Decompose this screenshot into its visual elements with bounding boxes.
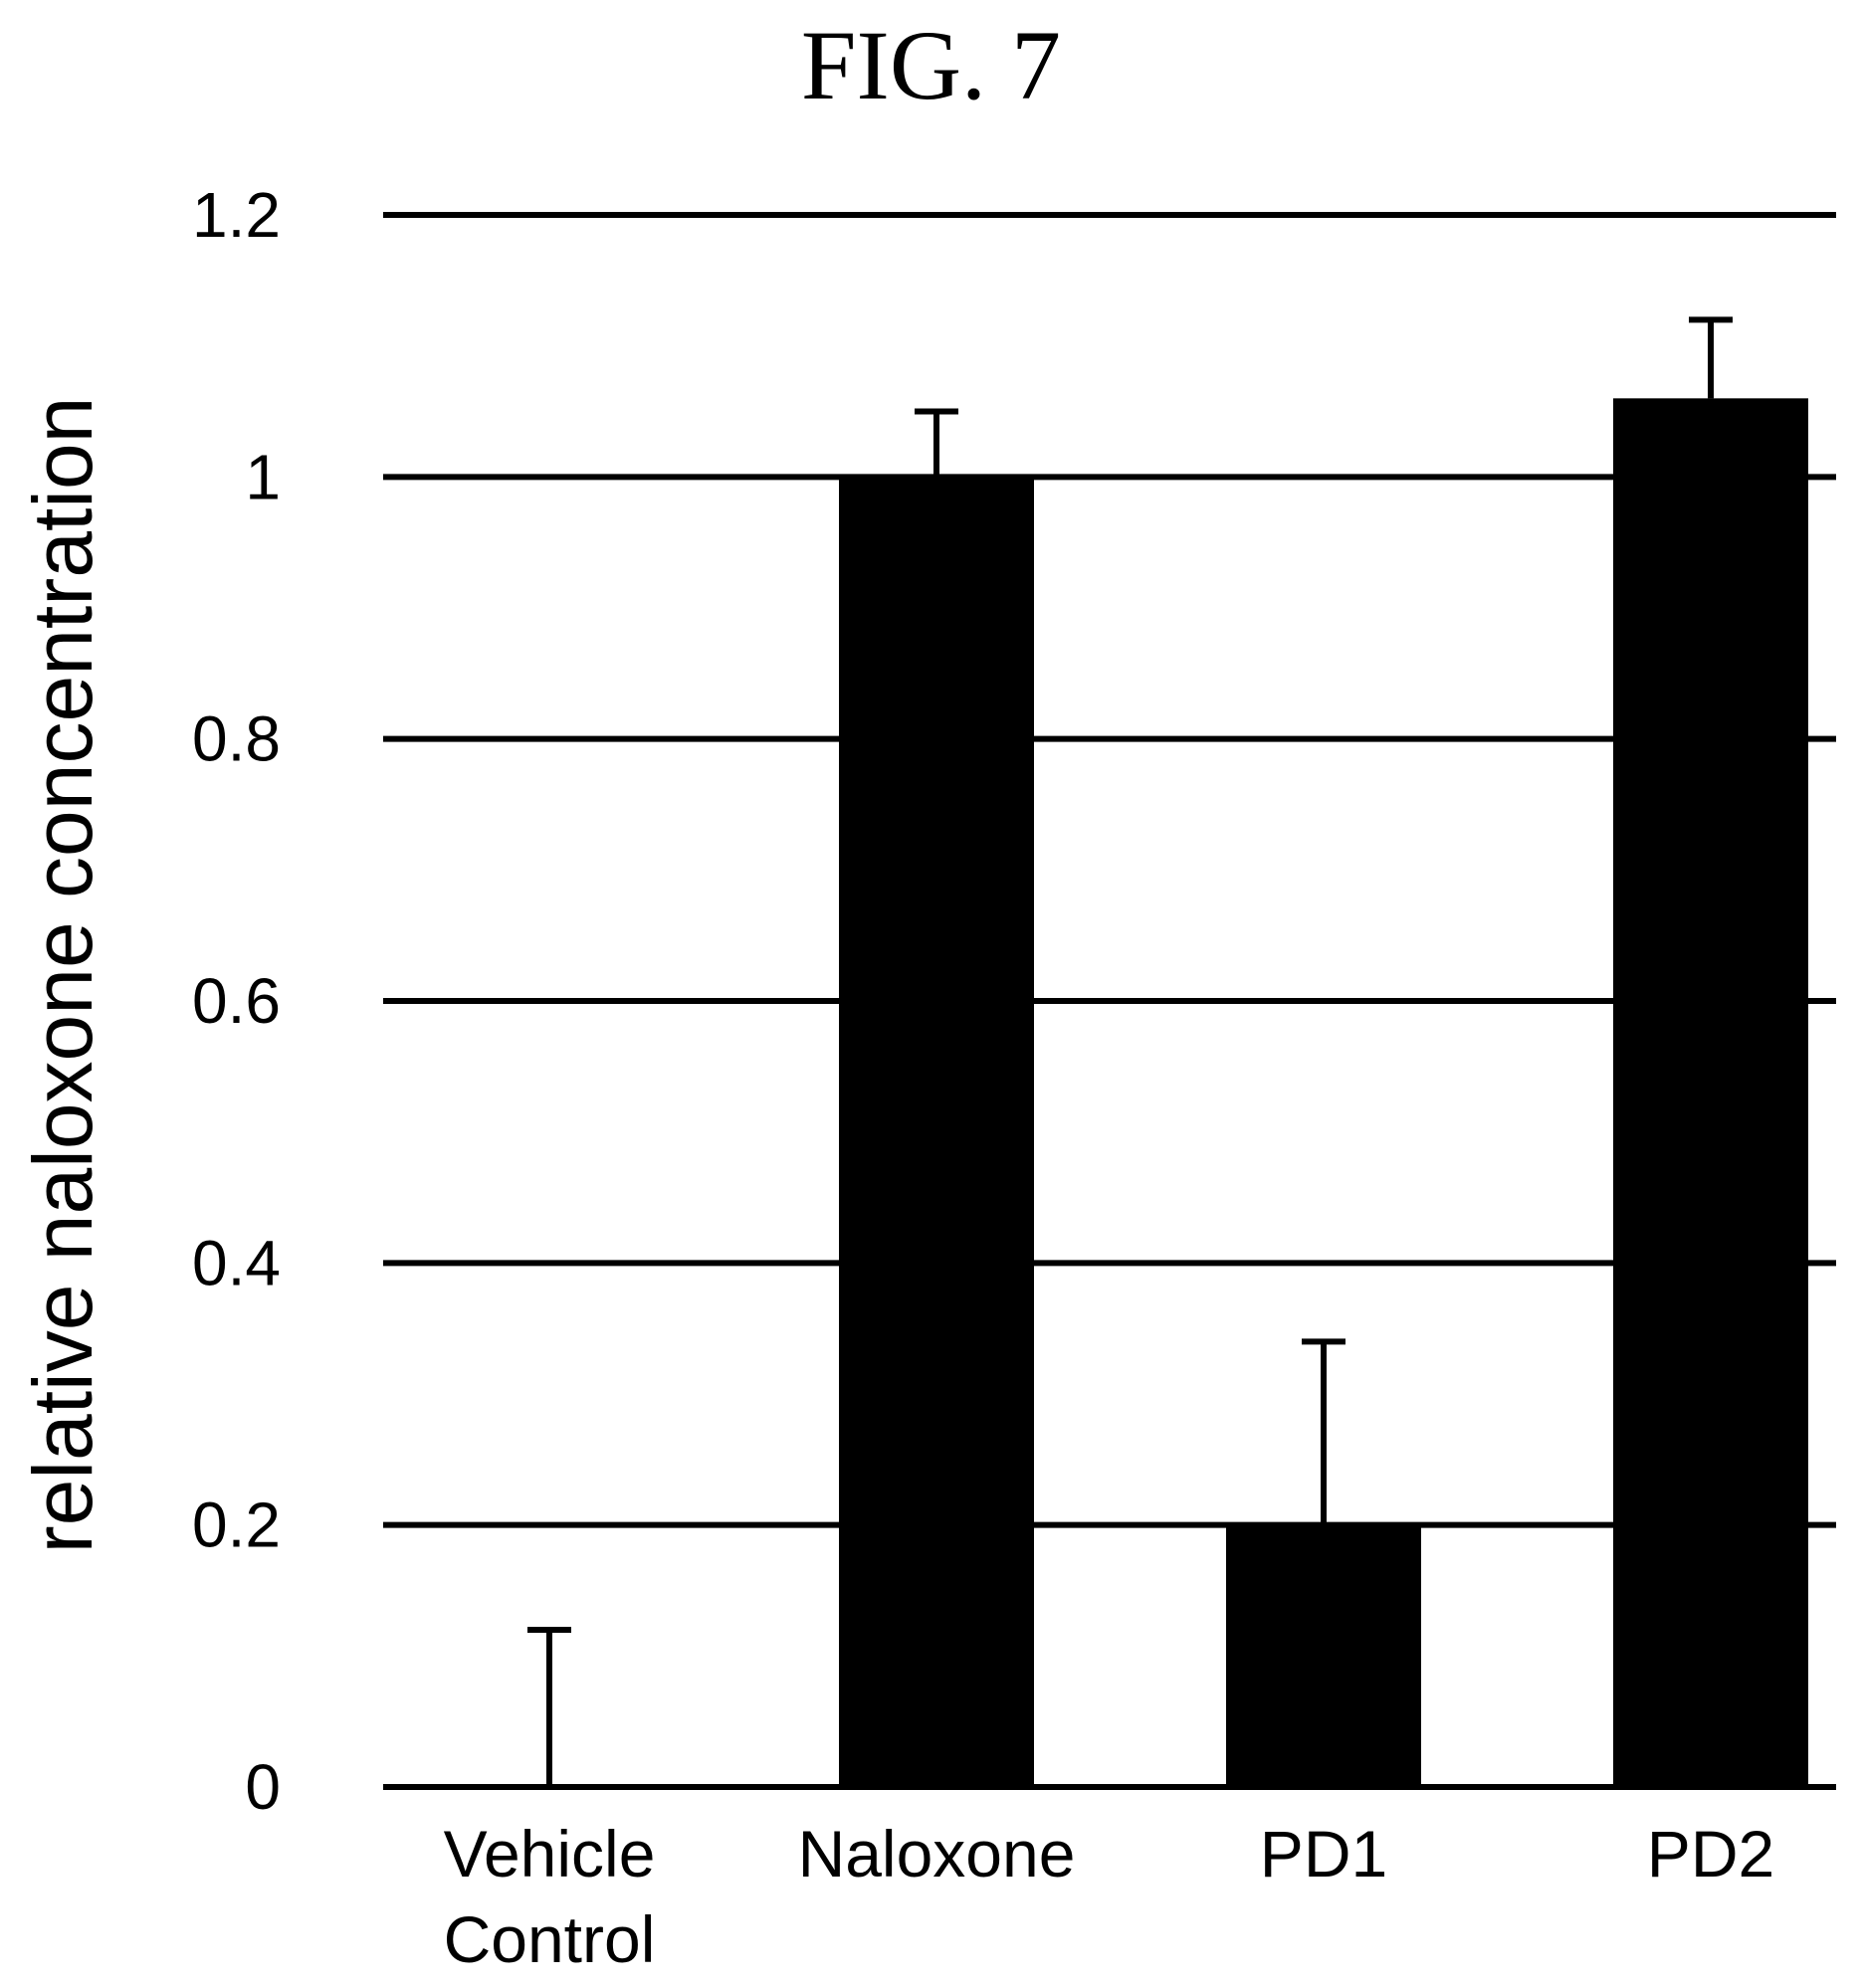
y-axis-title: relative naloxone concentration: [16, 397, 109, 1554]
bar: [1613, 398, 1808, 1787]
x-category-labels: Vehicle Control Naloxone PD1 PD2: [444, 1817, 1775, 1976]
x-category-label: Vehicle Control: [444, 1817, 656, 1976]
y-tick-label: 0.4: [192, 1227, 281, 1298]
bar: [839, 477, 1034, 1787]
y-tick-label: 1.2: [192, 179, 281, 251]
figure-title: FIG. 7: [800, 10, 1062, 120]
y-tick-labels: 0 0.2 0.4 0.6 0.8 1 1.2: [192, 179, 281, 1823]
gridlines: [383, 212, 1836, 1790]
x-category-label: PD2: [1647, 1817, 1774, 1890]
y-tick-label: 0.2: [192, 1490, 281, 1561]
error-bars: [527, 316, 1733, 1787]
x-category-label: PD1: [1260, 1817, 1387, 1890]
y-tick-label: 0.6: [192, 965, 281, 1037]
x-category-label: Naloxone: [798, 1817, 1076, 1890]
bar: [1226, 1524, 1421, 1787]
bars: [839, 398, 1808, 1787]
y-tick-label: 0.8: [192, 703, 281, 775]
y-tick-label: 1: [245, 441, 281, 512]
y-tick-label: 0: [245, 1751, 281, 1823]
